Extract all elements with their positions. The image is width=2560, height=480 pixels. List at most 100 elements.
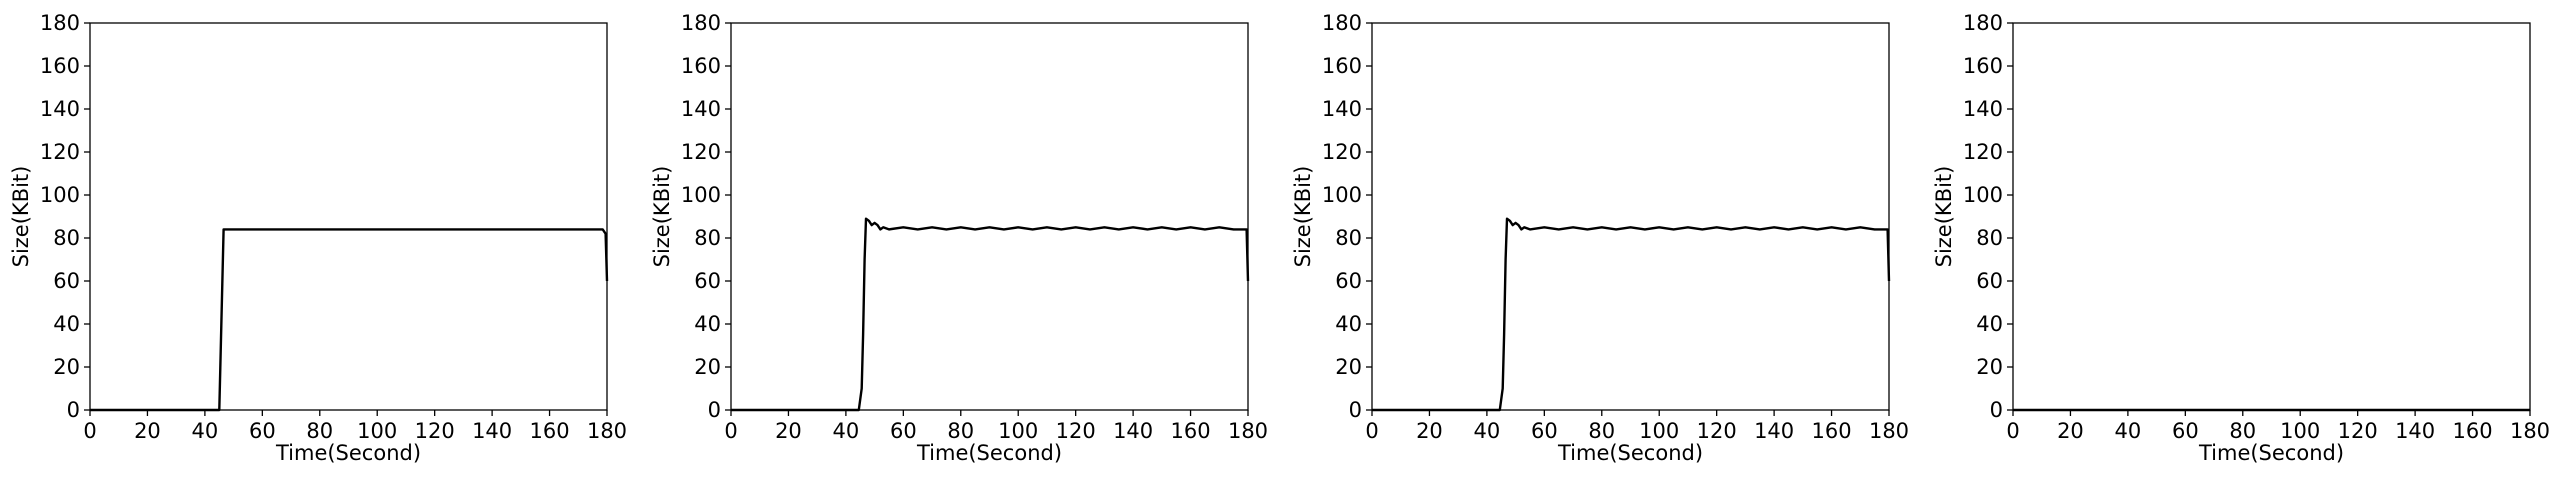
x-tick-label: 180 (1869, 419, 1909, 443)
y-tick-label: 100 (681, 183, 721, 207)
x-tick-label: 100 (2280, 419, 2320, 443)
x-tick-label: 160 (1171, 419, 1211, 443)
y-tick-label: 140 (40, 97, 80, 121)
chart-panel-2: 0 20 40 60 80 100 120 140 160 180 0 20 40 60 80 100 120 1… (650, 11, 1268, 465)
y-tick-label: 80 (1976, 226, 2003, 250)
x-axis-label: Time(Second) (2198, 441, 2344, 465)
x-tick-label: 140 (2395, 419, 2435, 443)
x-tick-label: 80 (306, 419, 333, 443)
y-tick-label: 60 (1335, 269, 1362, 293)
x-tick-label: 40 (833, 419, 860, 443)
y-tick-label: 0 (1990, 398, 2003, 422)
x-tick-label: 40 (192, 419, 219, 443)
x-tick-label: 0 (83, 419, 96, 443)
y-tick-label: 60 (53, 269, 80, 293)
x-tick-label: 60 (890, 419, 917, 443)
x-tick-label: 120 (415, 419, 455, 443)
y-tick-label: 60 (1976, 269, 2003, 293)
y-tick-label: 20 (53, 355, 80, 379)
x-tick-label: 20 (134, 419, 161, 443)
x-tick-label: 120 (1697, 419, 1737, 443)
y-tick-label: 180 (1322, 11, 1362, 35)
x-tick-label: 100 (1639, 419, 1679, 443)
y-tick-label: 180 (681, 11, 721, 35)
x-tick-label: 180 (2510, 419, 2550, 443)
x-tick-label: 80 (2229, 419, 2256, 443)
y-tick-label: 100 (40, 183, 80, 207)
plot-frame (1371, 22, 1890, 411)
x-tick-label: 100 (357, 419, 397, 443)
x-tick-label: 140 (1754, 419, 1794, 443)
y-tick-label: 20 (1335, 355, 1362, 379)
x-tick-label: 40 (1474, 419, 1501, 443)
x-tick-label: 60 (249, 419, 276, 443)
x-tick-label: 120 (1056, 419, 1096, 443)
series-line-1 (1372, 217, 1891, 412)
x-tick-label: 120 (2338, 419, 2378, 443)
y-tick-label: 20 (694, 355, 721, 379)
x-tick-label: 180 (1228, 419, 1268, 443)
y-axis-label: Size(KBit) (1291, 166, 1315, 268)
y-tick-label: 120 (681, 140, 721, 164)
x-tick-label: 180 (587, 419, 627, 443)
chart-panel-4: 0 20 40 60 80 100 120 140 160 180 0 20 40 60 80 100 120 1… (1932, 11, 2550, 465)
y-tick-label: 120 (1963, 140, 2003, 164)
y-tick-label: 180 (1963, 11, 2003, 35)
x-tick-label: 140 (472, 419, 512, 443)
y-tick-label: 140 (1963, 97, 2003, 121)
plot-frame (2012, 22, 2531, 411)
y-tick-label: 80 (53, 226, 80, 250)
y-axis-label: Size(KBit) (650, 166, 674, 268)
x-tick-label: 0 (1365, 419, 1378, 443)
series-line-1 (731, 217, 1250, 412)
y-tick-label: 120 (1322, 140, 1362, 164)
y-tick-label: 40 (1335, 312, 1362, 336)
y-axis-label: Size(KBit) (9, 166, 33, 268)
y-tick-label: 0 (708, 398, 721, 422)
x-tick-label: 20 (775, 419, 802, 443)
x-tick-label: 0 (2006, 419, 2019, 443)
series-line-1 (90, 228, 609, 412)
y-tick-label: 60 (694, 269, 721, 293)
x-tick-label: 60 (1531, 419, 1558, 443)
x-tick-label: 160 (2453, 419, 2493, 443)
y-tick-label: 80 (694, 226, 721, 250)
x-axis-label: Time(Second) (275, 441, 421, 465)
plot-frame (89, 22, 608, 411)
y-tick-label: 100 (1963, 183, 2003, 207)
x-tick-label: 40 (2115, 419, 2142, 443)
x-tick-label: 20 (1416, 419, 1443, 443)
plot-frame (730, 22, 1249, 411)
x-tick-label: 140 (1113, 419, 1153, 443)
x-axis-label: Time(Second) (1557, 441, 1703, 465)
x-tick-label: 160 (1812, 419, 1852, 443)
chart-panel-3: 0 20 40 60 80 100 120 140 160 180 0 20 40 60 80 100 120 1… (1291, 11, 1909, 465)
y-tick-label: 0 (1349, 398, 1362, 422)
x-tick-label: 60 (2172, 419, 2199, 443)
x-tick-label: 160 (530, 419, 570, 443)
y-tick-label: 160 (1963, 54, 2003, 78)
chart-panel-1: 0 20 40 60 80 100 120 140 160 180 0 20 40 60 80 100 120 1… (9, 11, 627, 465)
x-tick-label: 80 (1588, 419, 1615, 443)
y-tick-label: 160 (681, 54, 721, 78)
y-tick-label: 0 (67, 398, 80, 422)
y-tick-label: 80 (1335, 226, 1362, 250)
x-axis-label: Time(Second) (916, 441, 1062, 465)
x-tick-label: 80 (947, 419, 974, 443)
x-tick-label: 0 (724, 419, 737, 443)
y-tick-label: 120 (40, 140, 80, 164)
y-tick-label: 140 (1322, 97, 1362, 121)
y-tick-label: 160 (40, 54, 80, 78)
y-tick-label: 40 (53, 312, 80, 336)
y-tick-label: 180 (40, 11, 80, 35)
y-tick-label: 140 (681, 97, 721, 121)
x-tick-label: 100 (998, 419, 1038, 443)
y-tick-label: 20 (1976, 355, 2003, 379)
y-tick-label: 40 (694, 312, 721, 336)
y-tick-label: 40 (1976, 312, 2003, 336)
y-tick-label: 100 (1322, 183, 1362, 207)
y-axis-label: Size(KBit) (1932, 166, 1956, 268)
x-tick-label: 20 (2057, 419, 2084, 443)
y-tick-label: 160 (1322, 54, 1362, 78)
